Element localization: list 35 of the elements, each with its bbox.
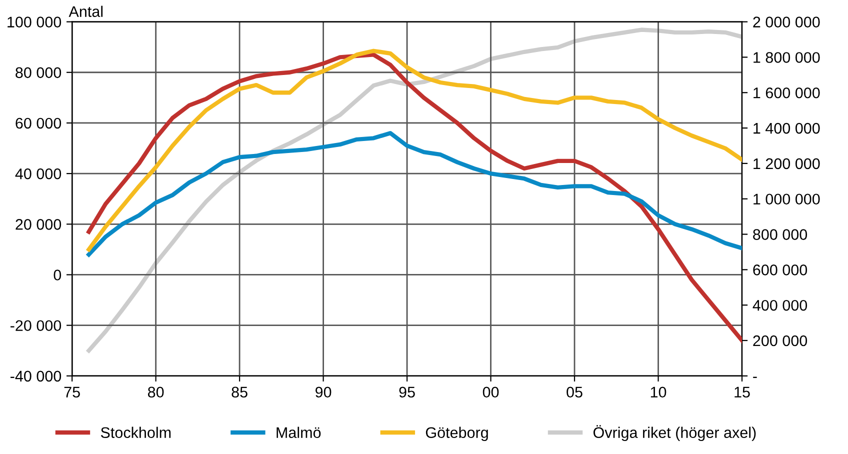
x-tick-label: 00 <box>482 386 499 398</box>
x-tick-label: 90 <box>316 386 332 398</box>
y2-tick-label: 2 000 000 <box>753 16 820 28</box>
x-tick-label: 15 <box>734 386 750 398</box>
x-tick-label: 85 <box>232 386 248 398</box>
y-tick-label: 40 000 <box>15 168 62 180</box>
y2-tick-label: 1 600 000 <box>754 87 820 98</box>
y2-tick-label: - <box>753 376 757 378</box>
y-tick-label: -20 000 <box>10 320 62 332</box>
line-series <box>86 131 742 257</box>
y-tick-label: 20 000 <box>16 219 62 230</box>
y-tick-label: 100 000 <box>8 16 62 28</box>
y2-tick-label: 1 000 000 <box>754 194 820 205</box>
y2-tick-label: 800 000 <box>753 229 808 240</box>
y-tick-label: 0 <box>54 270 62 280</box>
y-tick-label: 80 000 <box>16 67 62 78</box>
legend-label: Göteborg <box>426 426 488 442</box>
x-tick-label: 80 <box>148 386 164 398</box>
y2-tick-label: 1 200 000 <box>754 158 820 170</box>
y-tick-label: 60 000 <box>16 118 62 129</box>
y2-tick-label: 400 000 <box>752 300 808 311</box>
y2-tick-label: 200 000 <box>753 335 808 346</box>
line-series <box>86 48 742 252</box>
legend-label: Stockholm <box>100 426 171 438</box>
legend-label: Malmö <box>276 426 321 438</box>
y2-tick-label: 1 400 000 <box>754 122 820 134</box>
y-axis-title: Antal <box>68 6 103 17</box>
y2-tick-label: 600 000 <box>753 264 808 276</box>
legend-label: Övriga riket (höger axel) <box>593 425 756 442</box>
x-tick-label: 10 <box>650 386 666 398</box>
y2-tick-label: 1 800 000 <box>754 52 820 63</box>
x-tick-label: 75 <box>64 386 80 398</box>
x-tick-label: 95 <box>399 386 415 398</box>
y-tick-label: -40 000 <box>10 370 62 382</box>
x-tick-label: 05 <box>566 386 582 398</box>
